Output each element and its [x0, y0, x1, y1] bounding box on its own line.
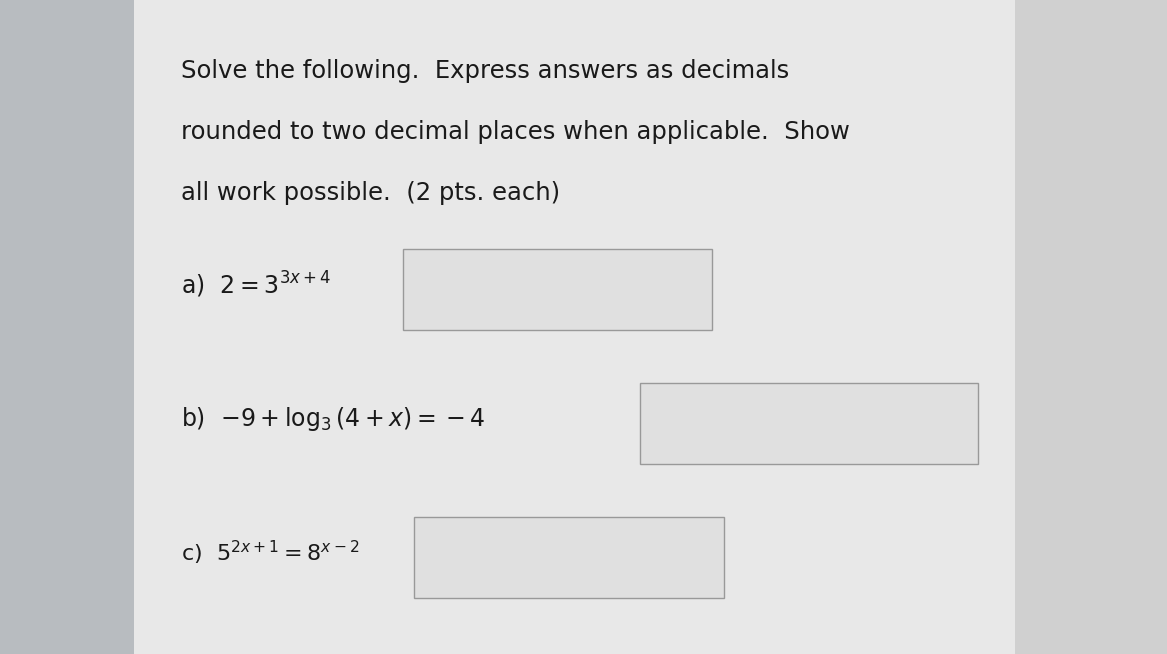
Bar — [640, 383, 978, 464]
Text: a)  $2 = 3^{3x+4}$: a) $2 = 3^{3x+4}$ — [181, 269, 331, 300]
Text: Solve the following.  Express answers as decimals: Solve the following. Express answers as … — [181, 59, 789, 83]
Bar — [414, 517, 724, 598]
Bar — [1015, 0, 1167, 654]
Text: c)  $5^{2x+1} = 8^{x-2}$: c) $5^{2x+1} = 8^{x-2}$ — [181, 538, 359, 567]
Text: rounded to two decimal places when applicable.  Show: rounded to two decimal places when appli… — [181, 120, 850, 144]
Bar — [134, 0, 1015, 654]
Bar — [403, 249, 712, 330]
Text: all work possible.  (2 pts. each): all work possible. (2 pts. each) — [181, 181, 560, 205]
Text: b)  $-9 + \log_3(4 + x) = -4$: b) $-9 + \log_3(4 + x) = -4$ — [181, 405, 485, 432]
